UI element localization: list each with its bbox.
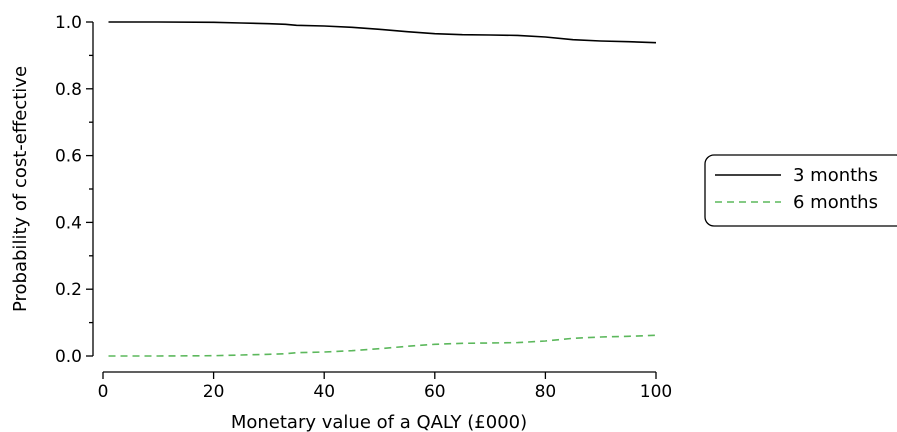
y-tick-label: 1.0 bbox=[55, 13, 82, 33]
x-axis-title: Monetary value of a QALY (£000) bbox=[231, 412, 527, 432]
y-tick-label: 0.0 bbox=[55, 347, 82, 367]
series-line-3-months bbox=[108, 21, 657, 44]
legend-label-3-months: 3 months bbox=[793, 165, 878, 186]
y-tick-label: 0.8 bbox=[55, 80, 82, 100]
legend-label-6-months: 6 months bbox=[793, 192, 878, 213]
axes: 0.0 0.2 0.4 0.6 0.8 1.0 0 20 40 60 80 100 bbox=[55, 13, 672, 402]
y-tick-label: 0.2 bbox=[55, 280, 82, 300]
legend-box bbox=[704, 154, 897, 227]
x-tick-label: 0 bbox=[98, 382, 109, 402]
y-axis-title: Probability of cost-effective bbox=[10, 66, 31, 312]
x-tick-label: 80 bbox=[535, 382, 557, 402]
series-line-6-months bbox=[108, 334, 657, 357]
x-tick-label: 40 bbox=[313, 382, 335, 402]
x-tick-label: 20 bbox=[203, 382, 225, 402]
series-layer bbox=[108, 21, 657, 357]
x-tick-label: 100 bbox=[640, 382, 672, 402]
y-tick-label: 0.6 bbox=[55, 147, 82, 167]
y-tick-label: 0.4 bbox=[55, 213, 82, 233]
x-tick-label: 60 bbox=[424, 382, 446, 402]
legend: 3 months 6 months bbox=[704, 154, 897, 227]
